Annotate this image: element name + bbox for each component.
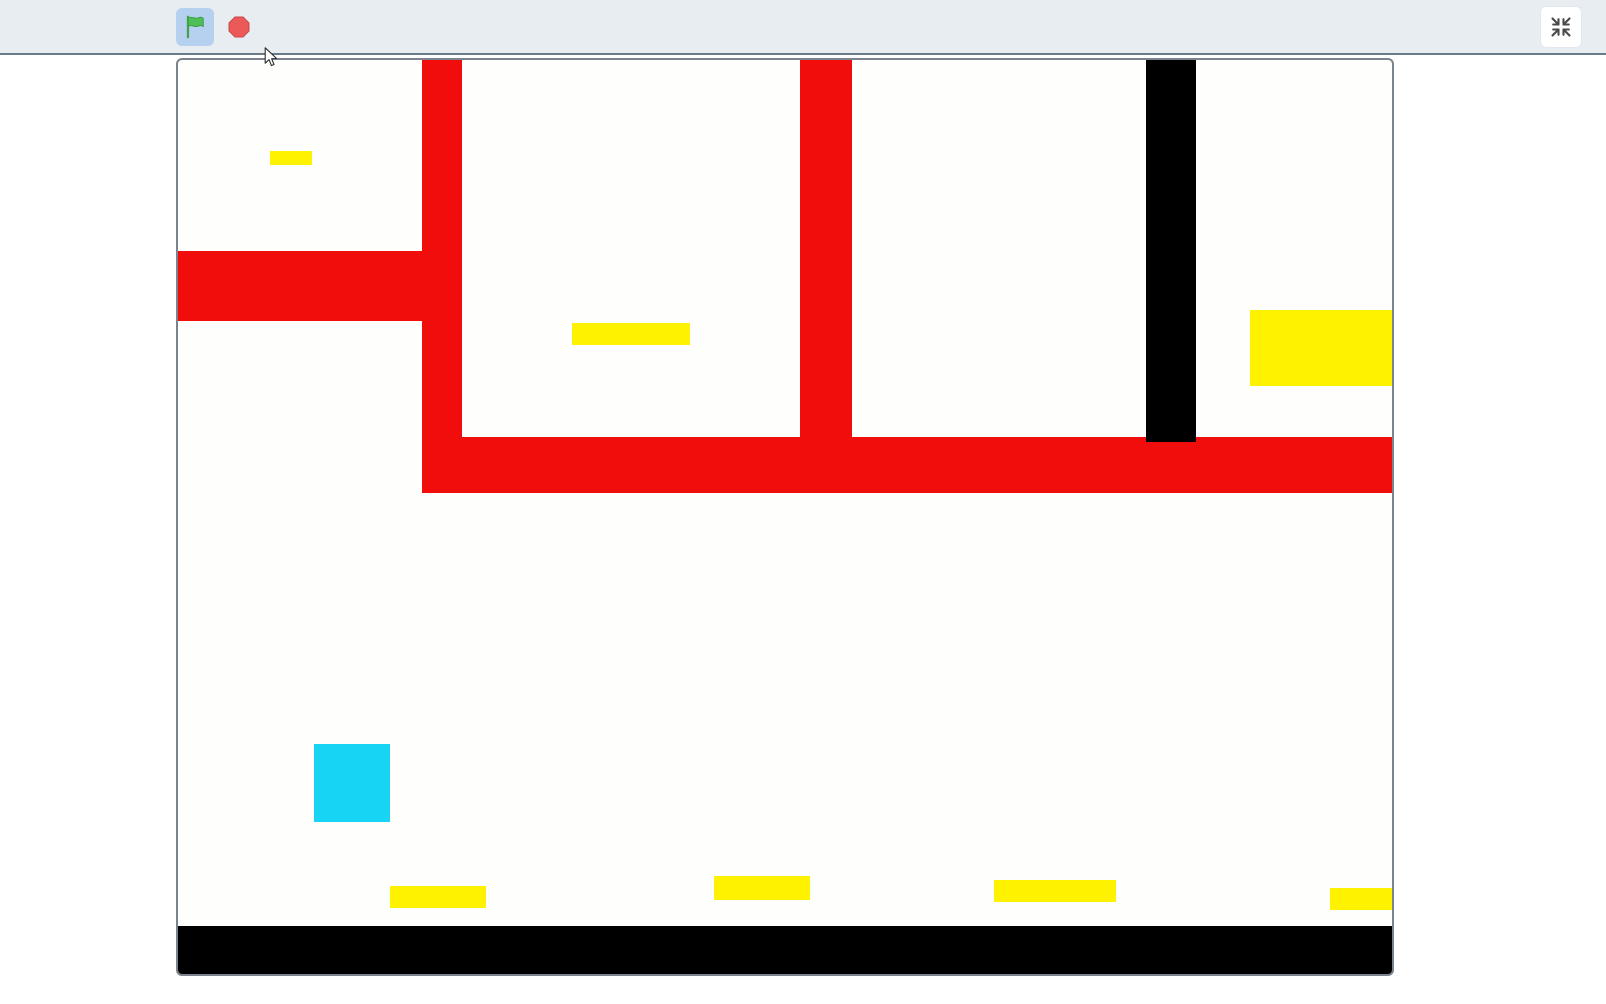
black-pillar [1146,60,1196,442]
shrink-arrows-icon[interactable] [1540,6,1582,48]
red-platform-vertical-1 [422,60,462,444]
red-platform-ledge [462,437,802,443]
red-platform-vertical-2 [800,60,852,444]
stage-controls-left [176,6,258,48]
yellow-coin-2 [572,323,690,345]
stage-canvas[interactable] [178,60,1392,974]
red-platform-horizontal-left [178,251,422,321]
stage[interactable] [176,58,1394,976]
red-platform-horizontal-main [422,437,1392,493]
cyan-player [314,744,390,822]
stage-toolbar [0,0,1606,55]
yellow-coin-4 [714,876,810,900]
yellow-coin-6 [1330,888,1392,910]
yellow-coin-5 [994,880,1116,902]
stop-sign-icon[interactable] [220,8,258,46]
yellow-coin-3 [390,886,486,908]
black-ground [178,926,1392,974]
yellow-coin-1 [270,151,312,165]
stage-controls-right [1540,6,1582,48]
yellow-block-large [1250,310,1392,386]
green-flag-icon[interactable] [176,8,214,46]
